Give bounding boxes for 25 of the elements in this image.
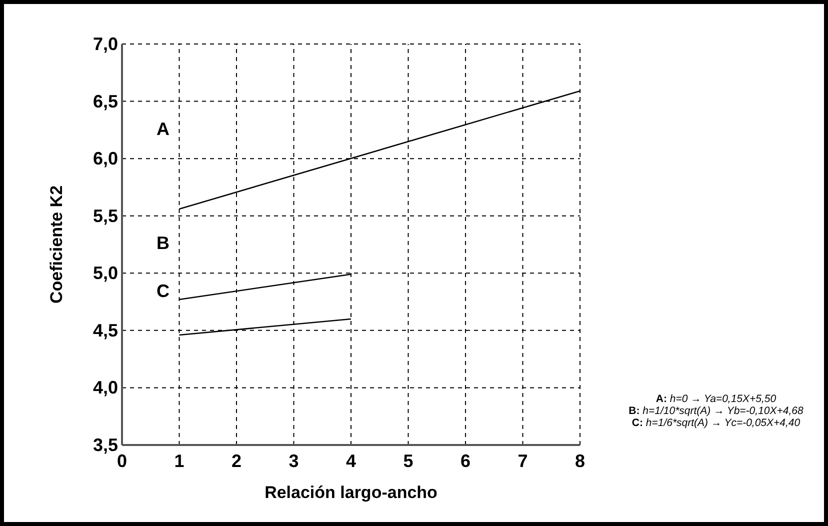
x-tick-label: 6 bbox=[460, 451, 471, 471]
annotation: B bbox=[156, 233, 170, 253]
x-tick-label: 2 bbox=[231, 451, 242, 471]
y-tick-label: 3,5 bbox=[92, 435, 118, 455]
x-tick-label: 0 bbox=[116, 451, 128, 471]
y-tick-label: 6,5 bbox=[92, 91, 118, 112]
x-tick-label: 3 bbox=[288, 451, 299, 471]
text: C: h=1/6*sqrt(A) → Yc=-0,05X+4,40 bbox=[632, 417, 800, 429]
y-tick-label: 4,5 bbox=[92, 320, 118, 340]
x-axis-title: Relación largo-ancho bbox=[264, 483, 438, 502]
x-tick-label: 4 bbox=[346, 451, 356, 471]
text: B: h=1/10*sqrt(A) → Yb=-0,10X+4,68 bbox=[628, 405, 804, 417]
annotation: A bbox=[156, 119, 170, 139]
x-tick-label: 7 bbox=[518, 451, 528, 471]
x-tick-label: 8 bbox=[574, 451, 586, 471]
y-tick-label: 5,5 bbox=[92, 206, 118, 226]
text: A: h=0 → Ya=0,15X+5,50 bbox=[656, 393, 776, 405]
y-tick-label: 7,0 bbox=[92, 34, 118, 54]
annotation: C bbox=[156, 281, 170, 301]
x-tick-label: 1 bbox=[174, 451, 184, 471]
y-axis-title: Coeficiente K2 bbox=[47, 185, 66, 304]
y-tick-label: 6,0 bbox=[92, 148, 118, 169]
y-tick-label: 4,0 bbox=[92, 378, 118, 398]
y-tick-label: 5,0 bbox=[92, 263, 118, 284]
x-tick-label: 5 bbox=[403, 451, 414, 471]
